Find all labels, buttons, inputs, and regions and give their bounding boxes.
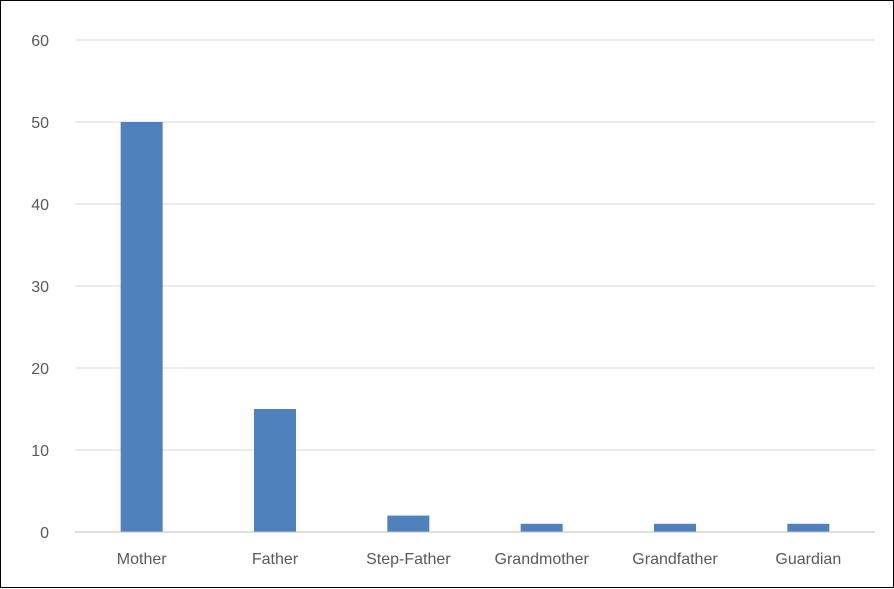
bar-grandfather bbox=[654, 523, 696, 532]
y-tick-label: 20 bbox=[31, 361, 49, 378]
bar-grandmother bbox=[520, 523, 563, 532]
x-tick-label: Father bbox=[252, 551, 299, 568]
x-tick-label: Grandmother bbox=[495, 551, 590, 568]
gridlines bbox=[75, 39, 875, 451]
y-tick-label: 0 bbox=[40, 525, 49, 542]
y-tick-label: 10 bbox=[31, 443, 49, 460]
x-tick-label: Grandfather bbox=[632, 551, 718, 568]
x-tick-label: Mother bbox=[117, 551, 167, 568]
y-tick-label: 30 bbox=[31, 279, 49, 296]
x-axis-labels: Mother Father Step-Father Grandmother Grandf… bbox=[117, 551, 841, 568]
bars bbox=[120, 122, 830, 532]
y-tick-label: 50 bbox=[31, 115, 49, 132]
y-tick-label: 40 bbox=[31, 197, 49, 214]
y-tick-label: 60 bbox=[31, 33, 49, 50]
y-axis-ticks: 0 10 20 30 40 50 60 bbox=[31, 33, 49, 542]
bar-father bbox=[254, 409, 296, 532]
bar-step-father bbox=[387, 515, 430, 532]
x-tick-label: Guardian bbox=[775, 551, 841, 568]
bar-guardian bbox=[787, 523, 830, 532]
x-tick-label: Step-Father bbox=[366, 551, 451, 568]
bar-mother bbox=[120, 122, 163, 532]
